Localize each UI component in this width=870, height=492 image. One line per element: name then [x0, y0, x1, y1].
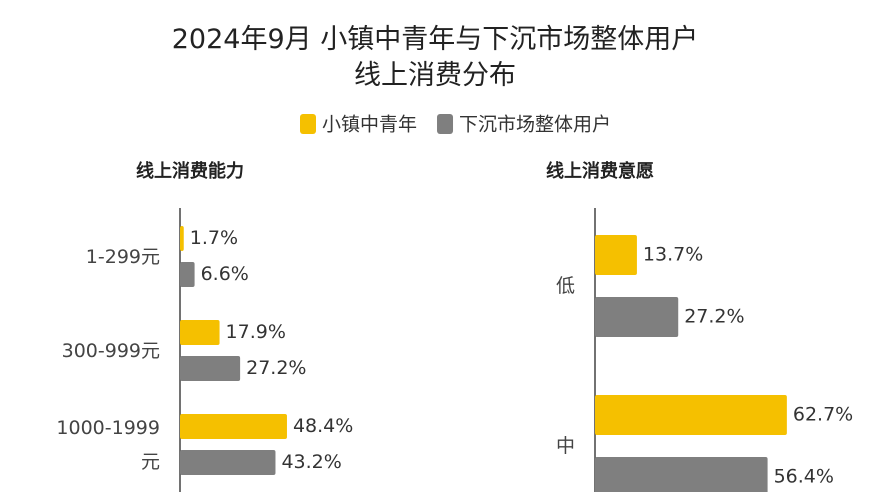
legend-swatch	[300, 114, 316, 134]
y-tick-label: 1000-1999元	[56, 416, 160, 473]
bar	[180, 262, 195, 287]
data-label: 27.2%	[246, 357, 306, 379]
data-label: 62.7%	[793, 404, 853, 426]
legend-label: 小镇中青年	[322, 114, 417, 136]
subplot-title: 线上消费意愿	[546, 160, 654, 182]
data-label: 13.7%	[643, 244, 703, 266]
data-label: 27.2%	[684, 306, 744, 328]
bar	[595, 395, 787, 435]
y-tick-label: 中	[555, 435, 575, 457]
bar	[595, 457, 768, 492]
data-label: 1.7%	[190, 227, 238, 249]
bar	[180, 320, 220, 345]
data-label: 43.2%	[281, 451, 341, 473]
bar	[595, 235, 637, 275]
subplot-title: 线上消费能力	[136, 160, 244, 182]
legend-label: 下沉市场整体用户	[459, 114, 611, 136]
chart-title: 2024年9月 小镇中青年与下沉市场整体用户 线上消费分布	[171, 24, 699, 91]
y-tick-label: 1-299元	[85, 245, 160, 268]
y-tick-label: 300-999元	[61, 339, 160, 362]
y-tick-label: 低	[555, 275, 575, 297]
data-label: 17.9%	[226, 321, 286, 343]
data-label: 56.4%	[774, 466, 834, 488]
bar	[180, 450, 276, 475]
legend-swatch	[437, 114, 454, 134]
data-label: 48.4%	[293, 415, 353, 437]
bar	[595, 297, 679, 337]
bar	[180, 356, 241, 381]
data-label: 6.6%	[201, 263, 249, 285]
bar	[180, 414, 287, 439]
bar	[180, 226, 184, 251]
